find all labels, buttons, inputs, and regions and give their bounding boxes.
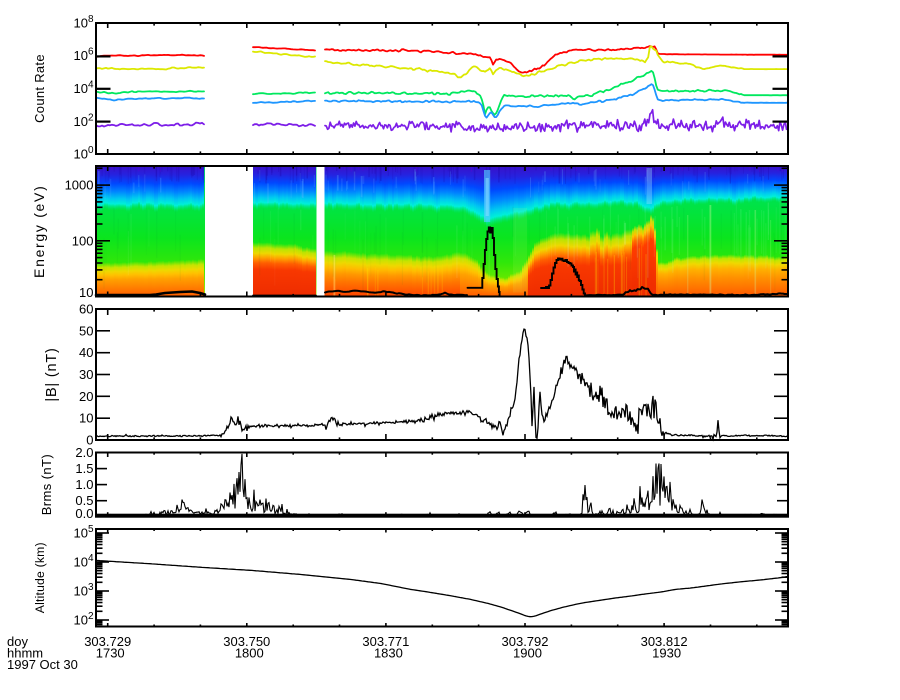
svg-text:1.0: 1.0 (75, 477, 93, 492)
svg-text:60: 60 (79, 302, 93, 317)
svg-text:2.0: 2.0 (75, 445, 93, 460)
svg-text:0: 0 (86, 433, 93, 448)
svg-text:1730: 1730 (96, 646, 125, 661)
svg-text:30: 30 (79, 367, 93, 382)
svg-text:1.5: 1.5 (75, 461, 93, 476)
svg-text:1800: 1800 (235, 646, 264, 661)
svg-text:Altitude (km): Altitude (km) (33, 542, 47, 613)
svg-text:10: 10 (79, 285, 93, 300)
svg-text:Count Rate: Count Rate (32, 54, 47, 123)
svg-text:0.5: 0.5 (75, 493, 93, 508)
svg-text:303.771: 303.771 (362, 634, 409, 649)
svg-text:doy: doy (7, 634, 28, 649)
svg-text:50: 50 (79, 323, 93, 338)
svg-text:1930: 1930 (652, 646, 681, 661)
svg-text:303.750: 303.750 (223, 634, 270, 649)
svg-text:Energy (eV): Energy (eV) (31, 185, 47, 278)
svg-text:303.812: 303.812 (641, 634, 688, 649)
svg-text:1900: 1900 (513, 646, 542, 661)
svg-text:1830: 1830 (374, 646, 403, 661)
svg-text:303.792: 303.792 (502, 634, 549, 649)
svg-text:hhmm: hhmm (7, 646, 43, 661)
svg-text:0.0: 0.0 (75, 506, 93, 521)
svg-text:20: 20 (79, 389, 93, 404)
svg-text:Brms (nT): Brms (nT) (39, 454, 54, 515)
svg-text:10: 10 (79, 411, 93, 426)
svg-text:303.729: 303.729 (84, 634, 131, 649)
svg-text:|B| (nT): |B| (nT) (44, 347, 60, 401)
svg-text:40: 40 (79, 345, 93, 360)
svg-text:1000: 1000 (65, 178, 94, 193)
svg-text:100: 100 (72, 233, 94, 248)
svg-text:1997 Oct 30: 1997 Oct 30 (7, 657, 78, 672)
